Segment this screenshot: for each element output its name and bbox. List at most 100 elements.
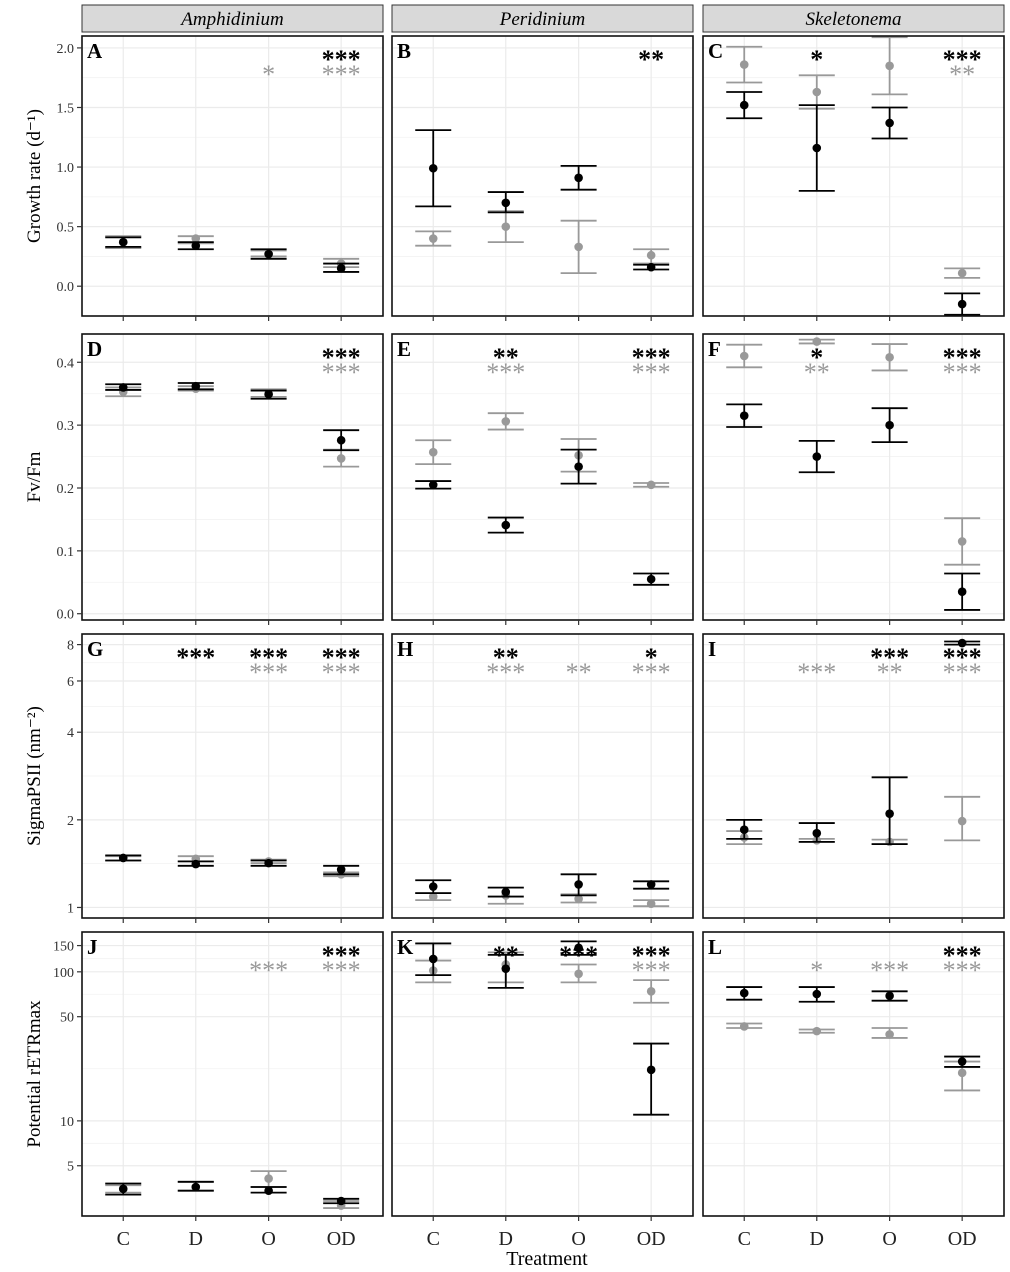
data-point bbox=[336, 454, 346, 463]
significance-stars: *** bbox=[486, 658, 525, 687]
significance-stars: *** bbox=[322, 956, 361, 985]
data-point bbox=[646, 262, 656, 272]
significance-stars: *** bbox=[176, 643, 215, 672]
significance-stars: ** bbox=[877, 658, 903, 687]
data-point bbox=[501, 417, 511, 426]
data-point bbox=[191, 234, 201, 243]
data-point bbox=[957, 537, 967, 546]
data-point bbox=[885, 118, 894, 128]
x-tick-label: D bbox=[189, 1228, 203, 1250]
data-point bbox=[957, 299, 967, 309]
data-point bbox=[264, 1186, 273, 1195]
significance-stars: * bbox=[810, 956, 823, 985]
x-tick-label: C bbox=[117, 1228, 130, 1250]
data-point bbox=[646, 899, 656, 909]
data-point bbox=[574, 173, 583, 183]
panel-border bbox=[391, 931, 694, 1217]
y-tick-label: 0.0 bbox=[57, 608, 75, 623]
significance-stars: *** bbox=[870, 643, 909, 672]
data-point bbox=[428, 882, 438, 891]
significance-stars: * bbox=[645, 643, 658, 672]
panel-border bbox=[81, 333, 384, 621]
significance-stars: *** bbox=[632, 956, 671, 985]
y-tick-label: 2.0 bbox=[57, 42, 75, 57]
panel-letter: A bbox=[87, 39, 103, 63]
significance-stars: ** bbox=[949, 60, 975, 89]
data-point bbox=[336, 264, 346, 273]
data-point bbox=[574, 242, 583, 252]
data-point bbox=[336, 435, 346, 445]
data-point bbox=[428, 234, 438, 243]
data-point bbox=[885, 61, 894, 71]
data-point bbox=[501, 964, 511, 973]
y-tick-label: 0.3 bbox=[57, 419, 75, 434]
data-point bbox=[739, 351, 749, 361]
y-tick-label: 0.2 bbox=[57, 482, 75, 497]
y-axis-label: Potential rETRmax bbox=[24, 1000, 45, 1148]
data-point bbox=[264, 858, 273, 868]
significance-stars: *** bbox=[249, 643, 288, 672]
significance-stars: *** bbox=[943, 643, 982, 672]
y-tick-label: 150 bbox=[53, 940, 74, 955]
column-strip-label: Peridinium bbox=[499, 9, 586, 30]
data-point bbox=[739, 411, 749, 421]
panel-border bbox=[391, 35, 694, 317]
significance-stars: *** bbox=[943, 658, 982, 687]
significance-stars: ** bbox=[493, 643, 519, 672]
panel-L: * *********LC D O OD bbox=[702, 931, 1005, 1250]
data-point bbox=[264, 1174, 273, 1183]
data-point bbox=[885, 420, 894, 430]
data-point bbox=[118, 383, 128, 392]
data-point bbox=[336, 865, 346, 874]
data-point bbox=[739, 825, 749, 834]
data-point bbox=[118, 853, 128, 863]
data-point bbox=[957, 587, 967, 597]
panel-letter: H bbox=[397, 637, 413, 661]
x-tick-label: D bbox=[810, 1228, 824, 1250]
data-point bbox=[646, 880, 656, 889]
data-point bbox=[574, 462, 583, 471]
significance-stars: *** bbox=[943, 358, 982, 387]
significance-stars: *** bbox=[870, 956, 909, 985]
x-tick-label: O bbox=[882, 1228, 896, 1250]
data-point bbox=[428, 892, 438, 901]
column-strip bbox=[391, 4, 694, 33]
panel-border bbox=[702, 35, 1005, 317]
panel-letter: E bbox=[397, 337, 411, 361]
y-tick-label: 1.5 bbox=[57, 101, 75, 116]
x-tick-label: C bbox=[738, 1228, 751, 1250]
panel-F: *********F bbox=[702, 333, 1005, 625]
data-point bbox=[885, 1030, 894, 1039]
significance-stars: *** bbox=[632, 358, 671, 387]
data-point bbox=[739, 100, 749, 110]
x-tick-label: C bbox=[427, 1228, 440, 1250]
significance-stars: *** bbox=[322, 45, 361, 74]
data-point bbox=[885, 352, 894, 362]
significance-stars: *** bbox=[486, 358, 525, 387]
data-point bbox=[957, 816, 967, 826]
y-tick-label: 8 bbox=[67, 639, 74, 654]
panels: Amphidinium Peridinium Skeletonema*******A… bbox=[24, 4, 1005, 1250]
panel-letter: B bbox=[397, 39, 411, 63]
panel-letter: C bbox=[708, 39, 723, 63]
data-point bbox=[812, 452, 822, 461]
significance-stars: *** bbox=[322, 358, 361, 387]
significance-stars: ** bbox=[493, 343, 519, 372]
panel-border bbox=[81, 35, 384, 317]
data-point bbox=[574, 880, 583, 889]
panel-border bbox=[702, 633, 1005, 919]
panel-border bbox=[81, 633, 384, 919]
data-point bbox=[885, 809, 894, 818]
data-point bbox=[336, 1196, 346, 1206]
column-strip bbox=[702, 4, 1005, 33]
data-point bbox=[191, 1182, 201, 1192]
panel-border bbox=[391, 333, 694, 621]
significance-stars: * bbox=[262, 60, 275, 89]
significance-stars: * bbox=[810, 343, 823, 372]
significance-stars: ** bbox=[638, 45, 664, 74]
data-point bbox=[501, 887, 511, 897]
data-point bbox=[885, 991, 894, 1001]
y-axis-label: SigmaPSII (nm⁻²) bbox=[24, 706, 45, 846]
data-point bbox=[957, 1068, 967, 1078]
